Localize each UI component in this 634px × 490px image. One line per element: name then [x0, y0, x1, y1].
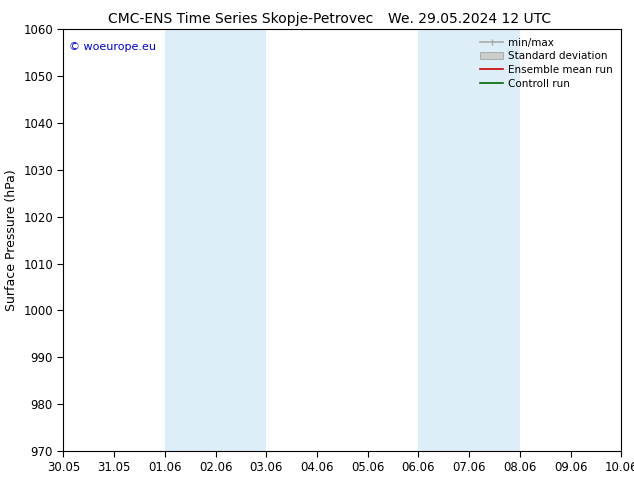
Text: CMC-ENS Time Series Skopje-Petrovec: CMC-ENS Time Series Skopje-Petrovec [108, 12, 373, 26]
Legend: min/max, Standard deviation, Ensemble mean run, Controll run: min/max, Standard deviation, Ensemble me… [477, 35, 616, 92]
Text: © woeurope.eu: © woeurope.eu [69, 42, 156, 52]
Bar [418, 29, 520, 451]
Text: We. 29.05.2024 12 UTC: We. 29.05.2024 12 UTC [387, 12, 551, 26]
Y-axis label: Surface Pressure (hPa): Surface Pressure (hPa) [4, 169, 18, 311]
Bar [165, 29, 266, 451]
